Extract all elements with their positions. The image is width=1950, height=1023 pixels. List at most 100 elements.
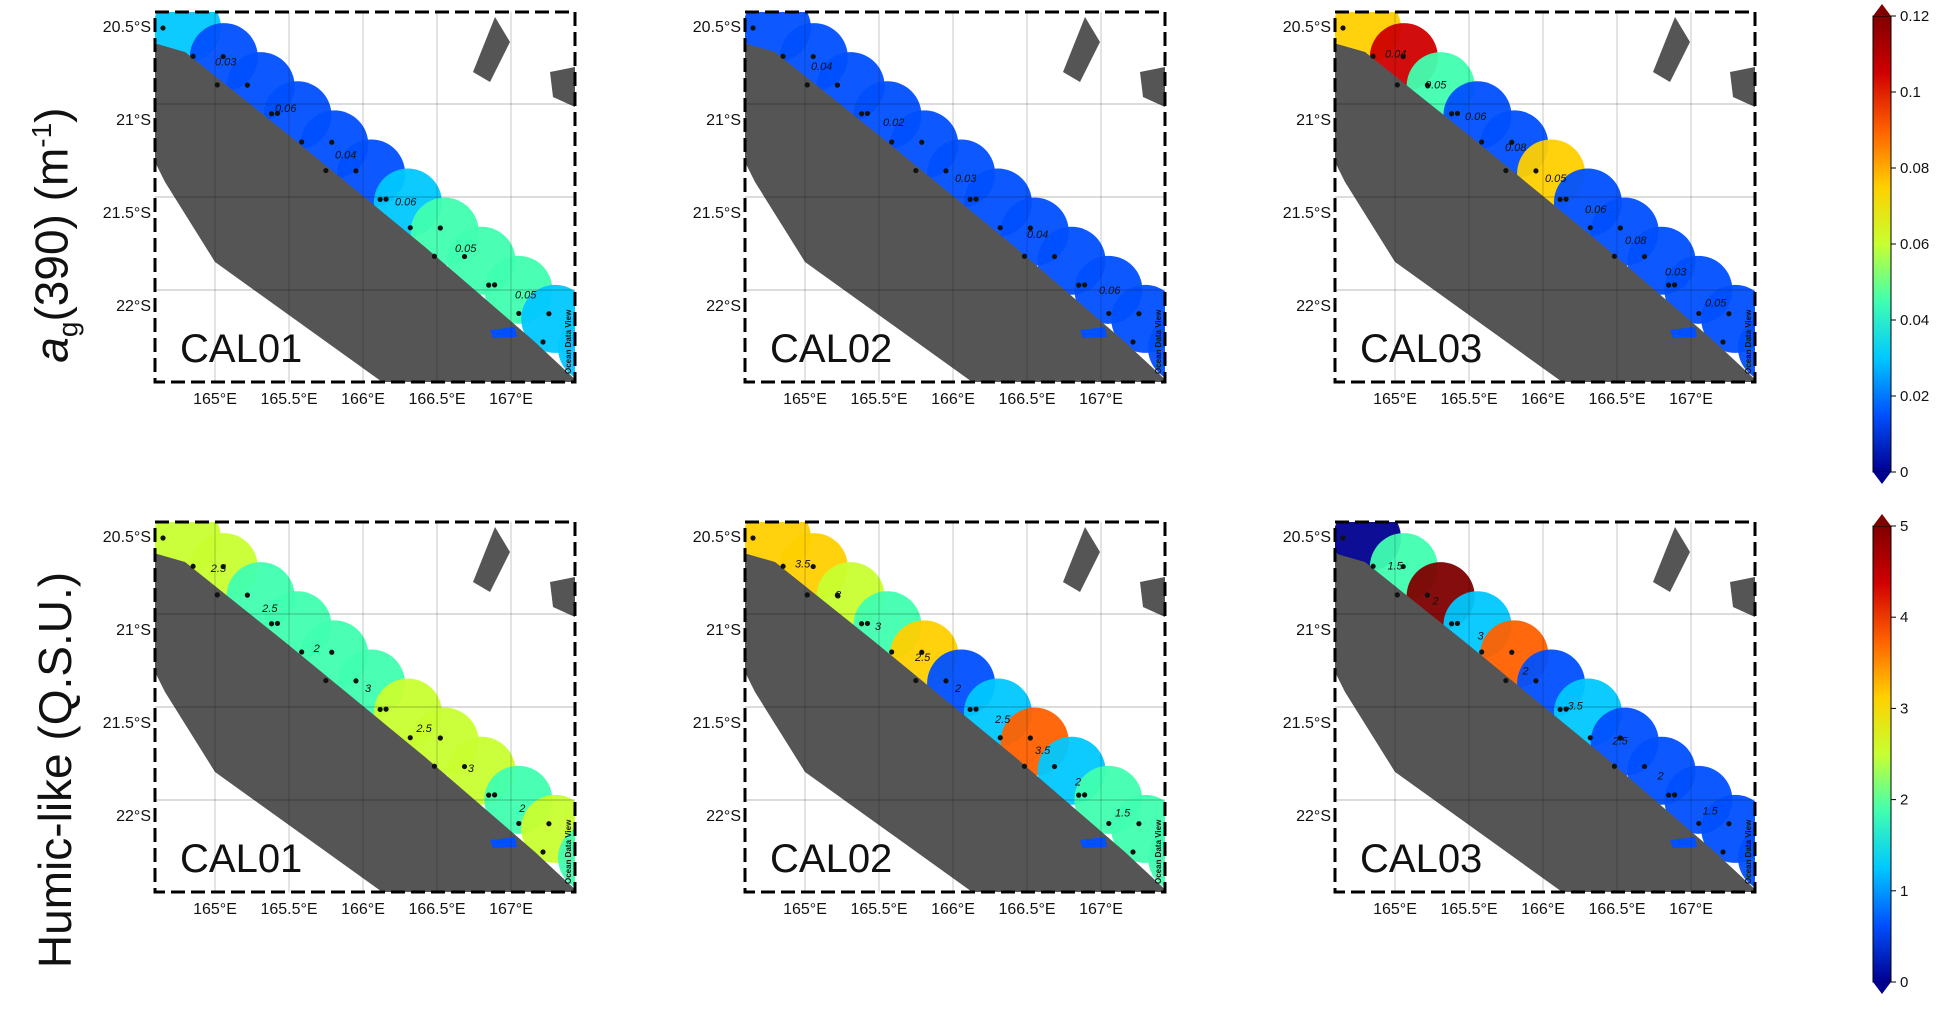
island: [550, 577, 575, 617]
station-dot: [1130, 339, 1136, 345]
lagoon: [490, 327, 517, 338]
station-dot: [1400, 53, 1406, 60]
station-dot: [407, 735, 413, 741]
map-frame: [743, 10, 1167, 384]
lon-tick-label: 166.5°E: [998, 391, 1055, 408]
station-dot: [1027, 225, 1033, 231]
lagoon: [1670, 327, 1697, 338]
station-dot: [973, 196, 979, 202]
station-dot: [943, 678, 949, 684]
colorbar-tick-label: 1: [1900, 883, 1908, 900]
station-dot: [244, 592, 250, 598]
station-dot: [889, 649, 895, 655]
lagoon: [1670, 837, 1697, 848]
odv-credit: Ocean Data View: [1154, 819, 1163, 884]
contour-label: 2: [1432, 596, 1439, 608]
station-dot: [864, 110, 871, 117]
odv-credit: Ocean Data View: [564, 309, 573, 374]
lat-tick-label: 20.5°S: [1283, 529, 1331, 546]
station-dot: [1563, 706, 1569, 712]
station-dot: [919, 139, 925, 145]
colorbar-tick-label: 4: [1900, 609, 1908, 626]
station-dot: [967, 706, 973, 713]
station-dot: [997, 225, 1003, 231]
station-dot: [516, 820, 522, 827]
land-mass: [1335, 43, 1755, 382]
station-dot: [1340, 25, 1346, 31]
station-dot: [546, 311, 552, 317]
lat-tick-label: 22°S: [706, 808, 741, 825]
odv-credit: Ocean Data View: [564, 819, 573, 884]
contour-label: 2: [313, 643, 320, 655]
station-dot: [858, 111, 865, 117]
station-dot: [492, 792, 498, 798]
lat-tick-label: 21°S: [706, 622, 741, 639]
contour-label: 3: [365, 683, 372, 695]
station-dot: [1696, 310, 1702, 317]
station-dot: [323, 167, 329, 174]
station-dot: [323, 677, 329, 684]
contour-label: 2: [518, 803, 525, 815]
station-dot: [1051, 763, 1058, 770]
station-dot: [967, 196, 973, 203]
lon-tick-label: 166.5°E: [998, 901, 1055, 918]
island: [1653, 527, 1690, 592]
station-dot: [864, 620, 871, 627]
station-dot: [1448, 111, 1455, 117]
lon-tick-label: 166°E: [341, 901, 385, 918]
row-label-absorption: ag(390) (m-1): [25, 107, 85, 363]
lon-tick-label: 166°E: [1521, 901, 1565, 918]
lon-tick-label: 167°E: [1079, 391, 1123, 408]
colorbar-tick-label: 0.04: [1900, 312, 1929, 329]
map-panel-cal03-humic: 1.5 2 3 2 3.5 2.5 2 1.5 20.5°S 21°S 21.5°S 22°S 165°…: [1283, 510, 1815, 980]
lat-tick-label: 22°S: [116, 298, 151, 315]
lon-tick-label: 166°E: [931, 901, 975, 918]
station-dot: [804, 592, 810, 598]
lon-tick-label: 165°E: [783, 391, 827, 408]
station-dot: [1509, 649, 1515, 655]
colorbar-tick-label: 3: [1900, 700, 1908, 717]
station-dot: [486, 282, 492, 288]
station-dot: [160, 535, 166, 541]
station-dot: [329, 139, 335, 145]
contour-label: 2: [1657, 771, 1664, 783]
cruise-label: CAL03: [1360, 327, 1482, 371]
data-blob: [1148, 828, 1165, 888]
map-frame: [1333, 10, 1757, 384]
station-dot: [461, 763, 468, 770]
station-dot: [780, 53, 786, 59]
lon-tick-label: 167°E: [1669, 391, 1713, 408]
land-mass: [155, 43, 575, 382]
station-dot: [919, 649, 925, 655]
contour-label: 1.5: [1703, 806, 1719, 818]
lat-tick-label: 22°S: [1296, 298, 1331, 315]
colorbar-tick-label: 0.12: [1900, 8, 1929, 25]
station-dot: [750, 25, 756, 31]
land-mass: [1335, 553, 1755, 892]
station-dot: [1726, 311, 1732, 317]
colorbar-humic-svg: 5 4 3 2 1 0: [1872, 514, 1908, 994]
contour-label: 2: [1522, 666, 1529, 678]
contour-label: 3.5: [1035, 745, 1051, 757]
cruise-label: CAL02: [770, 327, 892, 371]
contour-label: 0.05: [1705, 297, 1727, 309]
map-svg: 0.04 0.02 0.03 0.04 0.06 20.5°S 21°S 21.5°S 22°S…: [693, 10, 1167, 408]
lon-tick-label: 166°E: [931, 391, 975, 408]
map-svg: 0.04 0.05 0.06 0.08 0.05 0.06 0.08 0.03 0.05 20.5…: [1283, 10, 1757, 408]
island: [1653, 17, 1690, 82]
station-dot: [943, 168, 949, 174]
station-dot: [1424, 82, 1430, 88]
station-dot: [383, 706, 389, 712]
contour-label: 0.06: [275, 103, 297, 115]
contour-label: 0.04: [1385, 49, 1406, 61]
station-dot: [1370, 563, 1376, 569]
map-frame: [153, 10, 577, 384]
station-dot: [1587, 735, 1593, 741]
map-svg: 2.5 2.5 2 3 2.5 3 2 20.5°S 21°S 21.5°S 22°S 165°E 16…: [103, 520, 577, 918]
lat-tick-label: 20.5°S: [693, 529, 741, 546]
island: [550, 67, 575, 107]
colorbar-tick-label: 0: [1900, 974, 1908, 991]
station-dot: [750, 535, 756, 541]
lat-tick-label: 20.5°S: [1283, 19, 1331, 36]
station-dot: [1696, 820, 1702, 827]
